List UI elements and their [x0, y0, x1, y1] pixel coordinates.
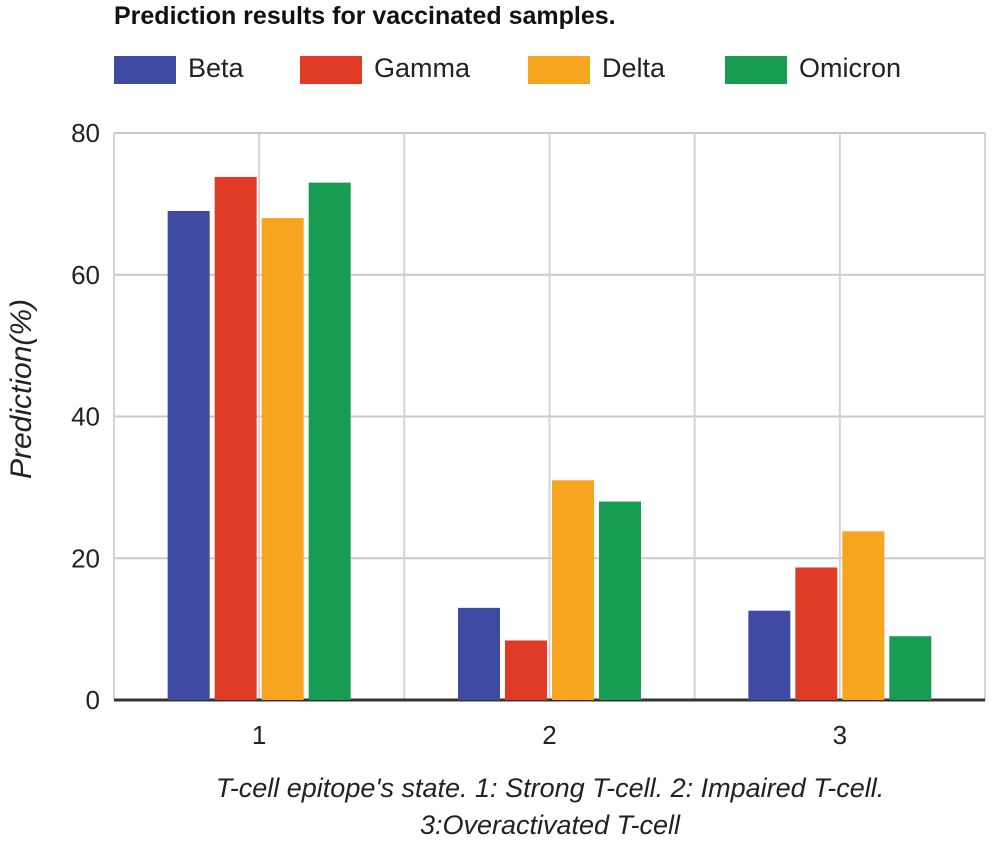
y-axis-label: Prediction(%)	[5, 298, 38, 480]
legend-label-gamma: Gamma	[374, 53, 471, 83]
y-tick-label: 20	[71, 543, 100, 573]
x-axis-label: T-cell epitope's state. 1: Strong T-cell…	[120, 770, 980, 844]
y-tick-label: 0	[86, 685, 100, 715]
x-axis-label-line1: T-cell epitope's state. 1: Strong T-cell…	[215, 773, 885, 803]
grid-layer	[113, 132, 986, 702]
bar-delta-3	[842, 531, 885, 700]
x-tick-label: 1	[252, 720, 266, 750]
bar-omicron-3	[889, 636, 932, 700]
legend-swatch-omicron	[725, 56, 787, 84]
legend-label-delta: Delta	[602, 53, 666, 83]
bar-gamma-1	[214, 176, 257, 700]
bar-beta-1	[167, 210, 210, 700]
y-tick-label: 40	[71, 402, 100, 432]
bar-beta-2	[458, 607, 500, 700]
bar-gamma-2	[505, 640, 547, 700]
legend-swatch-gamma	[300, 56, 362, 84]
x-tick-label: 3	[833, 720, 847, 750]
y-tick-label: 60	[71, 260, 100, 290]
legend-label-beta: Beta	[188, 53, 244, 83]
legend-swatch-delta	[528, 56, 590, 84]
x-axis-label-line2: 3:Overactivated T-cell	[419, 810, 681, 840]
legend-label-omicron: Omicron	[799, 53, 902, 83]
chart-title: Prediction results for vaccinated sample…	[114, 2, 616, 30]
y-axis-label-box: Prediction(%)	[2, 290, 42, 490]
x-tick-label: 2	[542, 720, 556, 750]
ticks-layer: 0 20 40 60 80 1 2 3	[71, 118, 847, 750]
legend-swatch-beta	[114, 56, 176, 84]
bar-omicron-1	[308, 182, 351, 701]
bar-beta-3	[748, 610, 791, 700]
bars-layer	[167, 176, 932, 701]
bar-delta-2	[552, 480, 594, 700]
y-tick-label: 80	[71, 118, 100, 148]
bar-gamma-3	[795, 567, 838, 700]
bar-delta-1	[261, 218, 304, 701]
bar-omicron-2	[599, 501, 641, 700]
